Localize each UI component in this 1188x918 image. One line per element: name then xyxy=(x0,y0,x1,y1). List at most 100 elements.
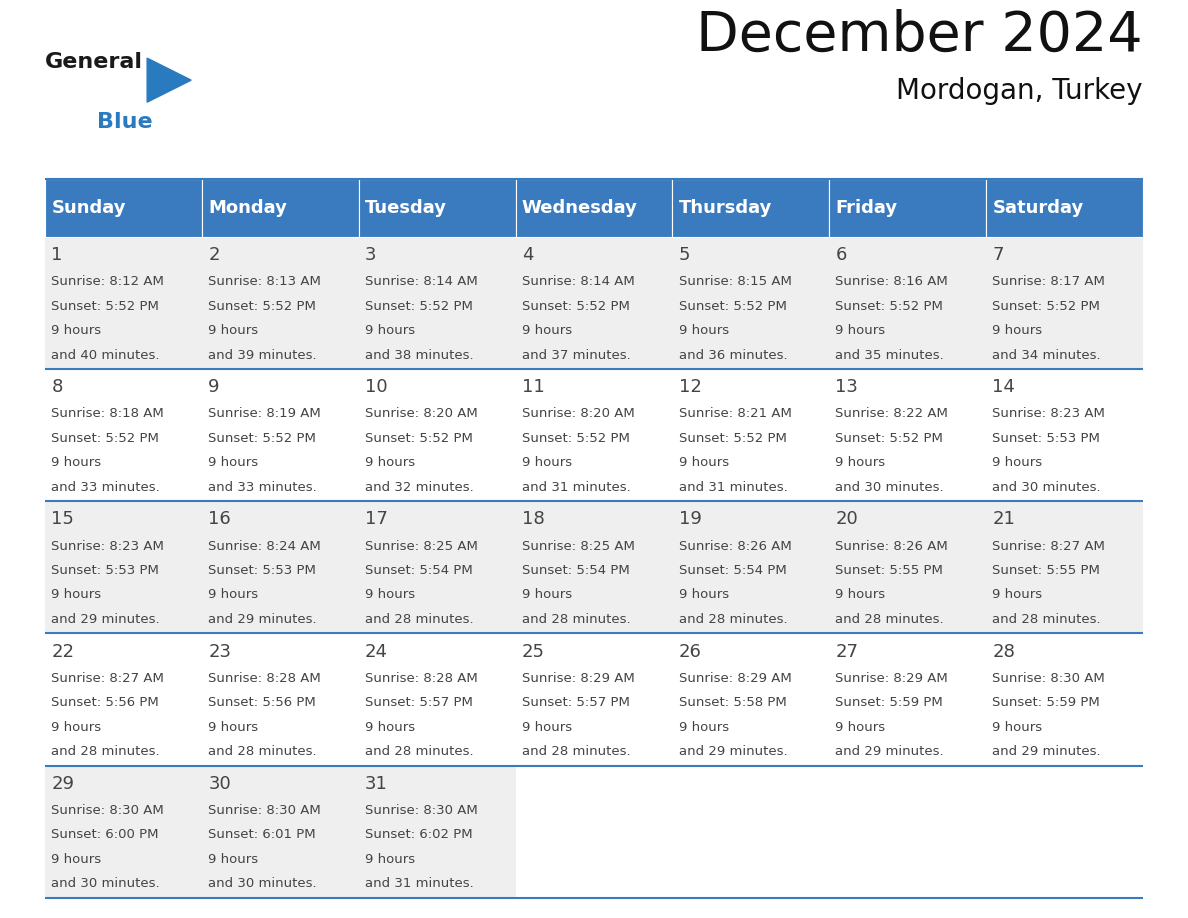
Text: and 30 minutes.: and 30 minutes. xyxy=(835,481,944,494)
Bar xyxy=(202,501,359,633)
Text: 28: 28 xyxy=(992,643,1016,661)
Text: Sunset: 5:56 PM: Sunset: 5:56 PM xyxy=(51,696,159,710)
Text: Mordogan, Turkey: Mordogan, Turkey xyxy=(897,77,1143,105)
Bar xyxy=(986,766,1143,898)
Text: 9 hours: 9 hours xyxy=(208,324,258,337)
Text: Sunrise: 8:17 AM: Sunrise: 8:17 AM xyxy=(992,275,1105,288)
Text: and 38 minutes.: and 38 minutes. xyxy=(365,349,474,362)
Text: and 28 minutes.: and 28 minutes. xyxy=(365,613,474,626)
Bar xyxy=(516,369,672,501)
Text: 24: 24 xyxy=(365,643,388,661)
Text: 25: 25 xyxy=(522,643,545,661)
Text: 9 hours: 9 hours xyxy=(678,456,728,469)
Text: 9: 9 xyxy=(208,378,220,397)
Bar xyxy=(45,179,202,237)
Text: and 28 minutes.: and 28 minutes. xyxy=(51,745,160,758)
Text: Sunset: 5:52 PM: Sunset: 5:52 PM xyxy=(522,431,630,445)
Text: 20: 20 xyxy=(835,510,858,529)
Bar xyxy=(829,766,986,898)
Text: 9 hours: 9 hours xyxy=(522,456,571,469)
Text: Sunset: 5:52 PM: Sunset: 5:52 PM xyxy=(365,431,473,445)
Bar xyxy=(986,633,1143,766)
Bar xyxy=(45,501,202,633)
Text: Monday: Monday xyxy=(208,199,287,217)
Text: and 30 minutes.: and 30 minutes. xyxy=(208,878,317,890)
Bar xyxy=(672,179,829,237)
Text: Sunset: 6:02 PM: Sunset: 6:02 PM xyxy=(365,828,473,842)
Text: Sunset: 5:53 PM: Sunset: 5:53 PM xyxy=(208,564,316,577)
Text: Sunrise: 8:19 AM: Sunrise: 8:19 AM xyxy=(208,408,321,420)
Text: and 29 minutes.: and 29 minutes. xyxy=(51,613,160,626)
Text: Sunrise: 8:20 AM: Sunrise: 8:20 AM xyxy=(365,408,478,420)
Text: Sunset: 5:54 PM: Sunset: 5:54 PM xyxy=(522,564,630,577)
Text: 17: 17 xyxy=(365,510,388,529)
Text: and 29 minutes.: and 29 minutes. xyxy=(835,745,944,758)
Text: and 31 minutes.: and 31 minutes. xyxy=(522,481,631,494)
Text: Sunrise: 8:29 AM: Sunrise: 8:29 AM xyxy=(522,672,634,685)
Text: 11: 11 xyxy=(522,378,544,397)
Bar xyxy=(516,501,672,633)
Text: and 33 minutes.: and 33 minutes. xyxy=(208,481,317,494)
Bar xyxy=(986,501,1143,633)
Bar xyxy=(672,237,829,369)
Text: 10: 10 xyxy=(365,378,387,397)
Text: 9 hours: 9 hours xyxy=(365,456,415,469)
Text: 12: 12 xyxy=(678,378,702,397)
Text: 9 hours: 9 hours xyxy=(835,721,885,733)
Text: Sunset: 5:57 PM: Sunset: 5:57 PM xyxy=(365,696,473,710)
Text: and 29 minutes.: and 29 minutes. xyxy=(992,745,1101,758)
Bar xyxy=(829,633,986,766)
Text: Sunset: 5:55 PM: Sunset: 5:55 PM xyxy=(992,564,1100,577)
Text: Sunrise: 8:12 AM: Sunrise: 8:12 AM xyxy=(51,275,164,288)
Text: 30: 30 xyxy=(208,775,230,793)
Text: 18: 18 xyxy=(522,510,544,529)
Text: 21: 21 xyxy=(992,510,1016,529)
Text: 31: 31 xyxy=(365,775,388,793)
Bar xyxy=(829,369,986,501)
Text: Sunset: 5:52 PM: Sunset: 5:52 PM xyxy=(992,299,1100,313)
Text: Tuesday: Tuesday xyxy=(365,199,447,217)
Text: and 31 minutes.: and 31 minutes. xyxy=(678,481,788,494)
Text: Sunrise: 8:27 AM: Sunrise: 8:27 AM xyxy=(51,672,164,685)
Text: 9 hours: 9 hours xyxy=(992,324,1042,337)
Text: 9 hours: 9 hours xyxy=(678,324,728,337)
Text: 9 hours: 9 hours xyxy=(51,588,101,601)
Text: 9 hours: 9 hours xyxy=(835,324,885,337)
Bar xyxy=(829,179,986,237)
Text: 9 hours: 9 hours xyxy=(365,588,415,601)
Text: Sunrise: 8:22 AM: Sunrise: 8:22 AM xyxy=(835,408,948,420)
Text: 9 hours: 9 hours xyxy=(365,853,415,866)
Text: Sunset: 5:53 PM: Sunset: 5:53 PM xyxy=(992,431,1100,445)
Text: and 37 minutes.: and 37 minutes. xyxy=(522,349,631,362)
Text: Sunset: 5:52 PM: Sunset: 5:52 PM xyxy=(365,299,473,313)
Text: Sunrise: 8:20 AM: Sunrise: 8:20 AM xyxy=(522,408,634,420)
Text: 9 hours: 9 hours xyxy=(835,588,885,601)
Bar xyxy=(672,766,829,898)
Text: Sunrise: 8:15 AM: Sunrise: 8:15 AM xyxy=(678,275,791,288)
Text: Sunset: 5:52 PM: Sunset: 5:52 PM xyxy=(678,431,786,445)
Text: 6: 6 xyxy=(835,246,847,264)
Text: Sunset: 5:57 PM: Sunset: 5:57 PM xyxy=(522,696,630,710)
Bar xyxy=(516,633,672,766)
Text: December 2024: December 2024 xyxy=(696,9,1143,63)
Text: 9 hours: 9 hours xyxy=(365,721,415,733)
Text: 9 hours: 9 hours xyxy=(51,853,101,866)
Text: Sunrise: 8:27 AM: Sunrise: 8:27 AM xyxy=(992,540,1105,553)
Text: Sunrise: 8:28 AM: Sunrise: 8:28 AM xyxy=(365,672,478,685)
Text: Sunrise: 8:16 AM: Sunrise: 8:16 AM xyxy=(835,275,948,288)
Text: 9 hours: 9 hours xyxy=(678,588,728,601)
Text: 29: 29 xyxy=(51,775,75,793)
Bar xyxy=(45,369,202,501)
Text: Sunrise: 8:18 AM: Sunrise: 8:18 AM xyxy=(51,408,164,420)
Text: Sunrise: 8:28 AM: Sunrise: 8:28 AM xyxy=(208,672,321,685)
Text: Sunset: 5:53 PM: Sunset: 5:53 PM xyxy=(51,564,159,577)
Text: and 39 minutes.: and 39 minutes. xyxy=(208,349,317,362)
Text: and 30 minutes.: and 30 minutes. xyxy=(51,878,160,890)
Text: 14: 14 xyxy=(992,378,1016,397)
Text: 9 hours: 9 hours xyxy=(365,324,415,337)
Text: 16: 16 xyxy=(208,510,230,529)
Text: and 32 minutes.: and 32 minutes. xyxy=(365,481,474,494)
Text: and 28 minutes.: and 28 minutes. xyxy=(522,745,631,758)
Text: 9 hours: 9 hours xyxy=(522,588,571,601)
Bar xyxy=(359,766,516,898)
